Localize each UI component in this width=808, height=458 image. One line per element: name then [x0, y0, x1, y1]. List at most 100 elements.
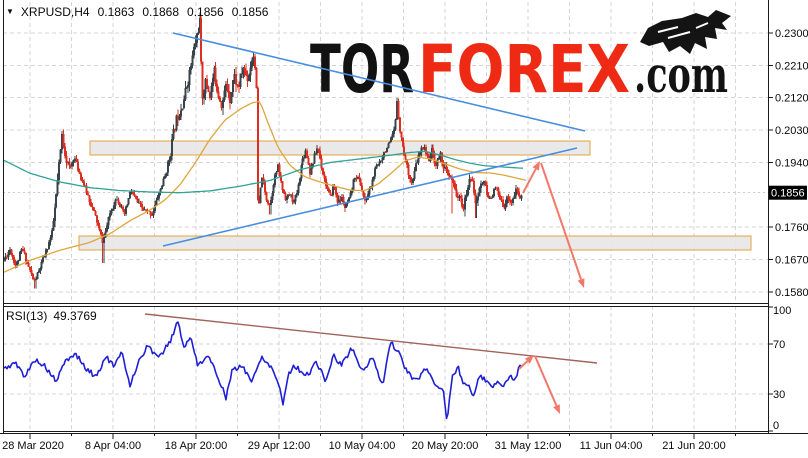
- candle-body: [216, 84, 219, 92]
- candle-body: [455, 189, 458, 197]
- ohlc-open: 0.1863: [97, 5, 135, 19]
- candle-body: [297, 184, 300, 193]
- candle-body: [456, 196, 459, 198]
- candle-body: [27, 262, 30, 267]
- candle-body: [301, 158, 304, 165]
- candle-body: [237, 85, 240, 87]
- candle-body: [461, 198, 464, 207]
- candle-body: [371, 179, 374, 187]
- candle-body: [104, 231, 107, 238]
- candle-body: [92, 207, 95, 211]
- candle-body: [284, 193, 287, 201]
- ohlc-high: 0.1868: [142, 5, 180, 19]
- candle-body: [313, 153, 316, 164]
- candle-body: [229, 97, 232, 103]
- candle-body: [206, 79, 208, 87]
- candle-body: [467, 187, 469, 195]
- candle-body: [13, 257, 16, 263]
- candle-body: [478, 188, 481, 197]
- price-tick-label: 0.1580: [775, 287, 808, 299]
- chart-header: ▼ XRPUSD,H4 0.1863 0.1868 0.1856 0.1856: [6, 5, 268, 19]
- candle-body: [474, 192, 477, 204]
- candle-body: [256, 88, 259, 201]
- ma-fast-orange: [3, 100, 527, 273]
- price-tick-label: 0.1940: [775, 157, 808, 169]
- bull-sketch-lines: [657, 22, 709, 39]
- candle-body: [345, 203, 348, 208]
- candle-body: [233, 74, 236, 81]
- candle-body: [213, 67, 216, 79]
- candle-body: [159, 188, 162, 194]
- collapse-icon[interactable]: ▼: [6, 7, 14, 16]
- candle-body: [39, 268, 42, 271]
- candle-body: [326, 186, 329, 189]
- candle-body: [174, 129, 177, 131]
- candle-body: [268, 203, 271, 206]
- candle-body: [308, 164, 311, 175]
- candle-body: [169, 155, 172, 160]
- rsi-tick-label: 70: [773, 339, 785, 351]
- candle-body: [198, 17, 201, 33]
- candle-body: [368, 188, 371, 195]
- candle-body: [419, 152, 422, 156]
- candle-body: [74, 158, 77, 160]
- candle-body: [509, 199, 512, 202]
- candle-body: [14, 262, 17, 266]
- rsi-tick-label: 100: [773, 305, 791, 317]
- candle-body: [294, 195, 297, 202]
- candle-body: [113, 205, 116, 209]
- time-tick-label: 21 Jun 20:00: [662, 440, 726, 452]
- candle-body: [184, 87, 187, 100]
- time-tick-label: 10 May 04:00: [329, 440, 396, 452]
- candle-body: [103, 237, 106, 244]
- candle-body: [394, 119, 397, 130]
- candle-body: [395, 101, 398, 120]
- candle-body: [498, 195, 501, 200]
- candle-body: [494, 187, 497, 189]
- candle-body: [391, 133, 394, 138]
- candle-body: [78, 170, 81, 174]
- candle-body: [277, 164, 280, 172]
- ohlc-close: 0.1856: [231, 5, 269, 19]
- candle-body: [274, 174, 277, 186]
- candle-body: [435, 163, 438, 167]
- candle-body: [490, 197, 493, 199]
- candle-body: [208, 92, 211, 99]
- candle-body: [66, 161, 69, 163]
- candle-body: [511, 198, 514, 203]
- bull-silhouette: [640, 10, 731, 54]
- bull-icon: [640, 10, 731, 54]
- candle-body: [181, 108, 184, 111]
- candle-body: [221, 100, 224, 108]
- candle-body: [380, 160, 382, 162]
- candle-body: [175, 115, 178, 131]
- candle-body: [337, 199, 340, 203]
- candle-body: [504, 203, 507, 209]
- candle-body: [168, 159, 171, 162]
- candle-body: [388, 141, 391, 144]
- candle-body: [468, 179, 471, 188]
- candle-body: [145, 209, 148, 211]
- candle-body: [88, 195, 91, 203]
- candle-body: [94, 210, 97, 216]
- ma-slow-teal: [3, 150, 524, 194]
- current-price-tag: [769, 185, 807, 200]
- candle-body: [32, 274, 34, 280]
- candle-body: [452, 180, 455, 183]
- candle-body: [514, 188, 517, 196]
- candle-body: [248, 75, 251, 81]
- candle-body: [446, 169, 449, 173]
- candle-body: [97, 222, 100, 226]
- candle-body: [440, 152, 443, 164]
- candle-body: [436, 159, 439, 167]
- candle-body: [140, 203, 143, 208]
- candle-body: [34, 278, 37, 280]
- candle-body: [129, 192, 132, 199]
- candle-body: [503, 207, 506, 209]
- candles: [3, 12, 523, 289]
- candle-body: [372, 176, 375, 180]
- candle-body: [127, 198, 130, 205]
- candle-body: [353, 177, 356, 180]
- price-forecast-down-arrow-head: [577, 278, 585, 288]
